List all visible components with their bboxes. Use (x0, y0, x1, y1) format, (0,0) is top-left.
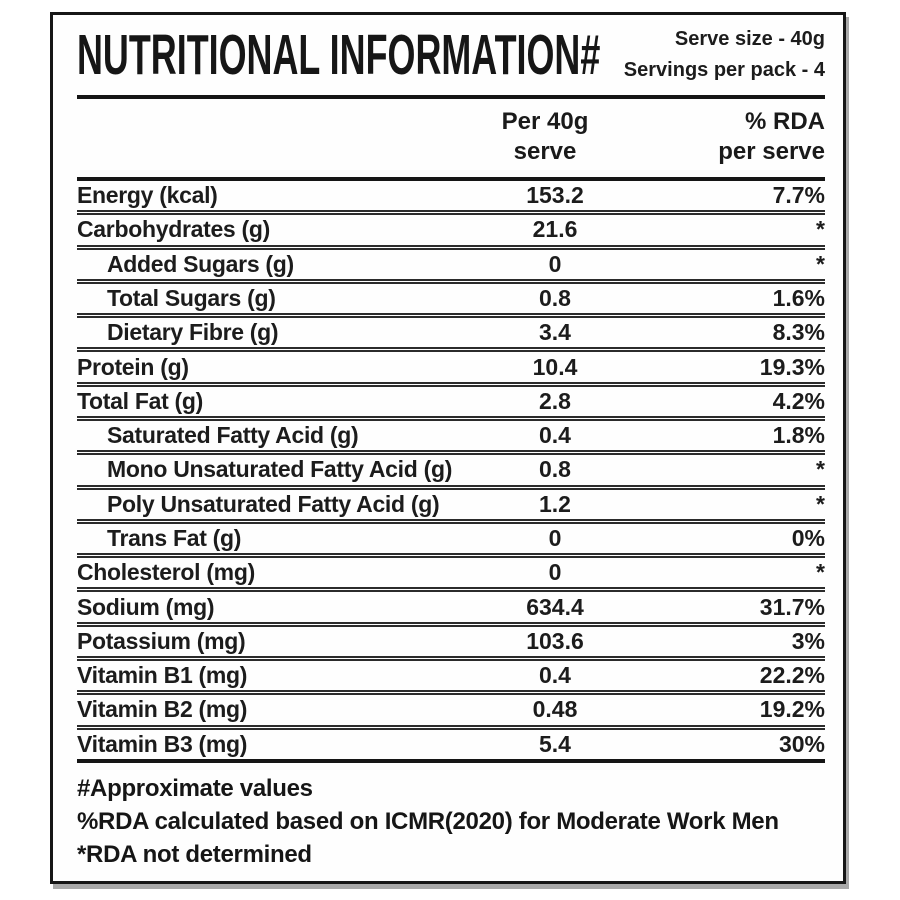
row-amount: 0.8 (539, 284, 571, 311)
row-name: Trans Fat (g) (107, 524, 242, 551)
row-name: Potassium (mg) (77, 627, 246, 654)
row-amount: 1.2 (539, 490, 571, 517)
table-row: Poly Unsaturated Fatty Acid (g) 1.2 * (77, 490, 825, 524)
row-rda: * (816, 250, 825, 277)
row-amount: 0.4 (539, 662, 571, 689)
row-rda: 4.2% (772, 387, 825, 414)
table-row: Trans Fat (g) 0 0% (77, 524, 825, 559)
table-row: Total Sugars (g) 0.8 1.6% (77, 284, 825, 319)
row-amount: 634.4 (526, 593, 584, 620)
row-rda: 0% (791, 524, 825, 551)
footer-divider (77, 758, 825, 763)
column-header-amount: Per 40g serve (501, 108, 589, 165)
row-rda: 7.7% (772, 182, 825, 209)
table-row: Potassium (mg) 103.6 3% (77, 627, 825, 661)
row-amount: 3.4 (539, 319, 571, 346)
row-amount: 0.8 (539, 456, 571, 483)
row-rda: 1.6% (772, 284, 825, 311)
nutrient-rows: Energy (kcal) 153.2 7.7% Carbohydrates (… (77, 181, 825, 759)
table-row: Protein (g) 10.4 19.3% (77, 352, 825, 387)
table-row: Sodium (mg) 634.4 31.7% (77, 592, 825, 627)
title-wrap: NUTRITIONAL INFORMATION# (77, 22, 612, 88)
footnote: %RDA calculated based on ICMR(2020) for … (77, 807, 779, 835)
row-amount: 0 (548, 250, 562, 277)
row-rda: 31.7% (759, 593, 825, 620)
row-name: Sodium (mg) (77, 593, 215, 620)
row-rda: * (816, 490, 825, 517)
footnote: #Approximate values (77, 774, 313, 802)
row-name: Cholesterol (mg) (77, 559, 255, 586)
row-name: Vitamin B1 (mg) (77, 662, 248, 689)
row-rda: 30% (778, 730, 825, 757)
row-name: Energy (kcal) (77, 182, 218, 209)
row-name: Added Sugars (g) (107, 250, 294, 277)
row-amount: 103.6 (526, 627, 584, 654)
table-row: Added Sugars (g) 0 * (77, 250, 825, 284)
serve-size-text: Serve size - 40g (674, 28, 825, 50)
table-row: Total Fat (g) 2.8 4.2% (77, 387, 825, 421)
row-name: Protein (g) (77, 353, 189, 380)
footnotes: #Approximate values %RDA calculated base… (77, 763, 825, 881)
footnote: *RDA not determined (77, 840, 312, 868)
row-amount: 0 (548, 524, 562, 551)
row-amount: 21.6 (532, 216, 578, 243)
row-name: Saturated Fatty Acid (g) (107, 422, 359, 449)
table-row: Saturated Fatty Acid (g) 0.4 1.8% (77, 421, 825, 456)
row-name: Poly Unsaturated Fatty Acid (g) (107, 490, 440, 517)
label-header: NUTRITIONAL INFORMATION# Serve size - 40… (77, 15, 825, 95)
row-rda: 19.3% (759, 353, 825, 380)
row-amount: 0.4 (539, 422, 571, 449)
serve-info: Serve size - 40g Servings per pack - 4 (624, 24, 825, 86)
row-rda: * (816, 559, 825, 586)
table-row: Vitamin B2 (mg) 0.48 19.2% (77, 695, 825, 730)
row-rda: * (816, 216, 825, 243)
row-rda: 1.8% (772, 422, 825, 449)
row-amount: 0 (548, 559, 562, 586)
column-header-rda: % RDA per serve (718, 108, 825, 165)
table-row: Vitamin B1 (mg) 0.4 22.2% (77, 661, 825, 696)
row-name: Total Sugars (g) (107, 284, 276, 311)
table-row: Cholesterol (mg) 0 * (77, 558, 825, 593)
header-divider (77, 95, 825, 99)
row-name: Dietary Fibre (g) (107, 319, 279, 346)
row-rda: * (816, 456, 825, 483)
row-amount: 2.8 (539, 387, 571, 414)
row-rda: 8.3% (772, 319, 825, 346)
page-title: NUTRITIONAL INFORMATION# (77, 23, 601, 87)
table-row: Carbohydrates (g) 21.6 * (77, 215, 825, 250)
table-row: Energy (kcal) 153.2 7.7% (77, 181, 825, 216)
table-row: Dietary Fibre (g) 3.4 8.3% (77, 318, 825, 353)
table-row: Vitamin B3 (mg) 5.4 30% (77, 730, 825, 759)
row-name: Vitamin B2 (mg) (77, 696, 248, 723)
row-rda: 19.2% (759, 696, 825, 723)
servings-per-pack-text: Servings per pack - 4 (623, 59, 825, 81)
row-amount: 0.48 (532, 696, 578, 723)
row-amount: 5.4 (539, 730, 571, 757)
row-rda: 3% (791, 627, 825, 654)
row-amount: 10.4 (532, 353, 578, 380)
row-name: Total Fat (g) (77, 387, 203, 414)
row-rda: 22.2% (759, 662, 825, 689)
row-amount: 153.2 (526, 182, 584, 209)
column-header-divider (77, 177, 825, 181)
column-header-row: Per 40g serve % RDA per serve (77, 99, 825, 177)
table-row: Mono Unsaturated Fatty Acid (g) 0.8 * (77, 455, 825, 490)
row-name: Vitamin B3 (mg) (77, 730, 248, 757)
nutrition-label-box: NUTRITIONAL INFORMATION# Serve size - 40… (50, 12, 846, 884)
row-name: Carbohydrates (g) (77, 216, 270, 243)
row-name: Mono Unsaturated Fatty Acid (g) (107, 456, 453, 483)
